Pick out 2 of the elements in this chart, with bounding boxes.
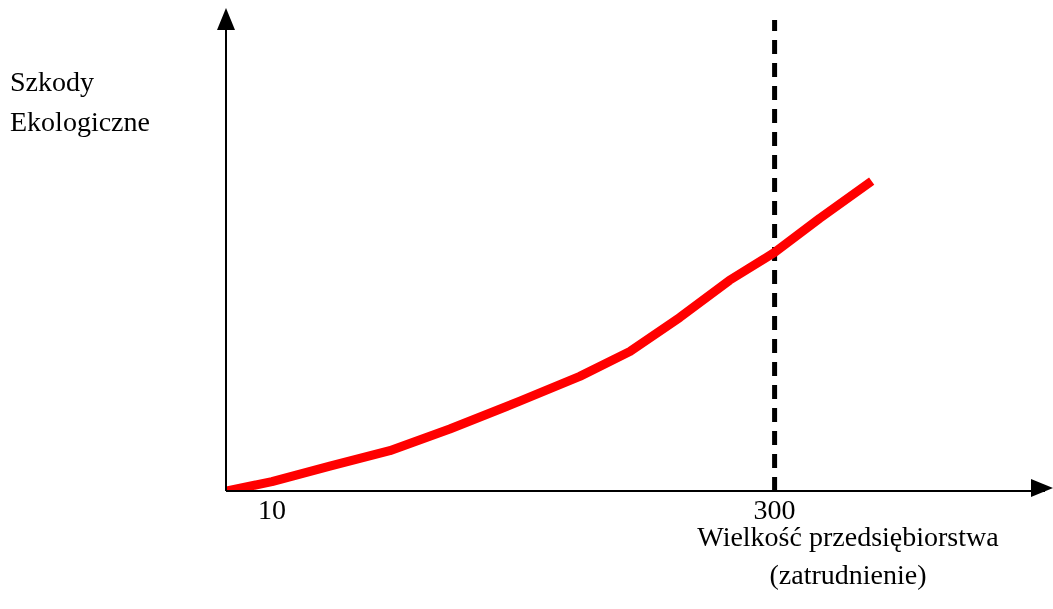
x-tick-label: 10	[257, 493, 286, 525]
y-axis-title: Szkody Ekologiczne	[10, 65, 150, 139]
